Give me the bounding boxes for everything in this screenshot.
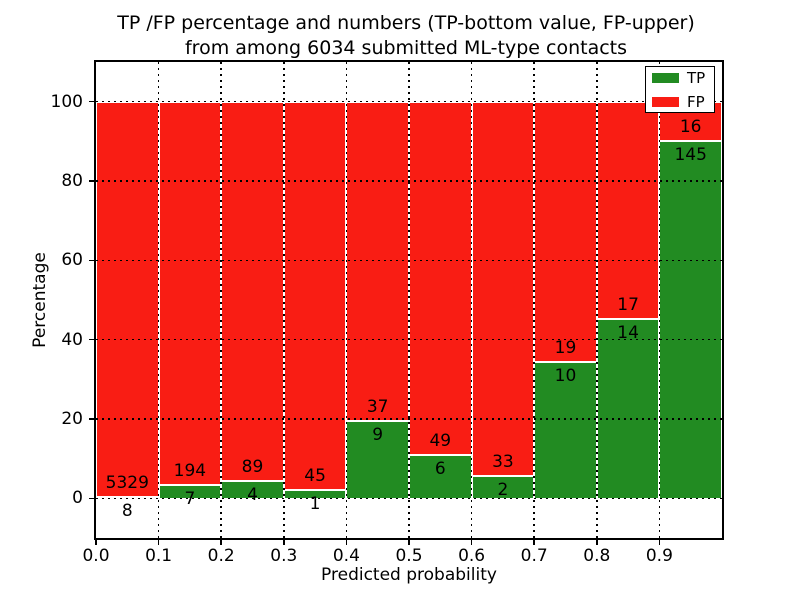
- y-tick-label: 80: [61, 171, 83, 191]
- gridline-vertical: [470, 62, 473, 538]
- y-tick-mark: [89, 259, 96, 262]
- fp-swatch: [652, 96, 679, 107]
- tp-count-label: 4: [247, 485, 258, 506]
- x-tick-label: 0.9: [645, 546, 673, 566]
- tp-count-label: 1: [309, 493, 321, 514]
- gridline-horizontal: [96, 418, 722, 420]
- tp-count-label: 9: [372, 424, 384, 445]
- chart-title-line1: TP /FP percentage and numbers (TP-bottom…: [117, 12, 695, 34]
- tp-count-label: 145: [674, 145, 707, 166]
- fp-count-label: 5329: [105, 473, 149, 494]
- bar-segment-fp: [221, 101, 284, 482]
- y-tick-label: 100: [50, 91, 83, 112]
- legend-label-tp: TP: [687, 68, 706, 87]
- bar-segment-fp: [96, 101, 159, 498]
- bar-segment-tp: [596, 319, 660, 499]
- gridline-horizontal: [96, 497, 722, 500]
- fp-count-label: 37: [366, 396, 389, 417]
- bar-segment-fp: [283, 101, 347, 490]
- tp-count-label: 2: [497, 479, 509, 500]
- gridline-vertical: [345, 62, 348, 538]
- bar-segment-fp: [596, 101, 660, 320]
- bar-segment-fp: [158, 101, 222, 485]
- fp-count-label: 49: [429, 431, 452, 452]
- gridline-horizontal: [96, 338, 722, 341]
- y-tick-label: 20: [61, 409, 83, 429]
- x-tick-mark: [658, 538, 661, 545]
- x-tick-label: 0.8: [583, 546, 611, 566]
- tp-count-label: 14: [617, 323, 639, 344]
- y-tick-label: 0: [72, 488, 83, 509]
- x-tick-mark: [596, 538, 598, 545]
- tp-swatch: [652, 72, 679, 83]
- x-tick-label: 0.1: [145, 546, 173, 566]
- gridline-horizontal: [96, 180, 722, 182]
- x-tick-mark: [95, 538, 97, 545]
- tp-count-label: 7: [184, 488, 196, 509]
- fp-count-label: 45: [304, 465, 326, 486]
- fp-count-label: 89: [241, 457, 264, 478]
- gridline-vertical: [283, 62, 285, 538]
- legend-item-tp: TP: [652, 69, 708, 87]
- legend: TP FP: [645, 66, 715, 113]
- x-tick-label: 0.3: [270, 546, 298, 566]
- bar-segment-tp: [659, 141, 722, 499]
- x-tick-label: 0.6: [458, 546, 486, 566]
- x-tick-mark: [345, 538, 348, 545]
- bar-segment-fp: [409, 101, 472, 456]
- y-tick-label: 40: [61, 329, 83, 350]
- x-tick-mark: [533, 538, 535, 545]
- gridline-vertical: [408, 62, 410, 538]
- gridline-vertical: [596, 62, 598, 538]
- gridline-vertical: [533, 62, 535, 538]
- gridline-horizontal: [96, 259, 722, 262]
- x-tick-label: 0.0: [82, 546, 110, 566]
- gridline-horizontal: [96, 100, 722, 103]
- fp-count-label: 33: [492, 451, 514, 472]
- chart-title: TP /FP percentage and numbers (TP-bottom…: [117, 11, 695, 61]
- tp-count-label: 8: [121, 501, 133, 522]
- legend-label-fp: FP: [687, 92, 705, 111]
- bar-segment-fp: [346, 101, 409, 421]
- plot-area: TP FP 5329 8 194 7 89 4 45 1 37 9 49 6 33 2 19 10 17 14 16…: [51, 60, 724, 566]
- fp-count-label: 194: [173, 460, 207, 481]
- x-tick-mark: [220, 538, 222, 545]
- x-tick-label: 0.2: [207, 546, 235, 566]
- x-axis-label: Predicted probability: [321, 565, 497, 585]
- legend-item-fp: FP: [652, 93, 708, 111]
- chart-title-line2: from among 6034 submitted ML-type contac…: [184, 37, 628, 59]
- y-tick-mark: [89, 418, 96, 420]
- x-tick-label: 0.5: [395, 546, 423, 566]
- fp-count-label: 17: [617, 295, 639, 316]
- gridline-vertical: [658, 62, 661, 538]
- y-tick-label: 60: [61, 250, 83, 271]
- fp-count-label: 19: [554, 337, 577, 358]
- y-tick-mark: [89, 338, 96, 341]
- y-tick-mark: [89, 100, 96, 103]
- bar-segment-tp: [534, 361, 597, 499]
- gridline-vertical: [220, 62, 222, 538]
- bar-segment-fp: [534, 101, 597, 362]
- x-tick-label: 0.7: [520, 546, 548, 566]
- x-tick-mark: [157, 538, 160, 545]
- x-tick-label: 0.4: [332, 546, 360, 566]
- x-tick-mark: [408, 538, 410, 545]
- y-axis-label: Percentage: [30, 252, 50, 348]
- x-tick-mark: [470, 538, 473, 545]
- y-tick-mark: [89, 497, 96, 500]
- y-tick-mark: [89, 180, 96, 182]
- fp-count-label: 16: [679, 117, 702, 138]
- gridline-vertical: [157, 62, 160, 538]
- tp-count-label: 10: [554, 365, 577, 386]
- x-tick-mark: [283, 538, 285, 545]
- tp-count-label: 6: [434, 459, 446, 480]
- bar-segment-tp: [409, 455, 472, 499]
